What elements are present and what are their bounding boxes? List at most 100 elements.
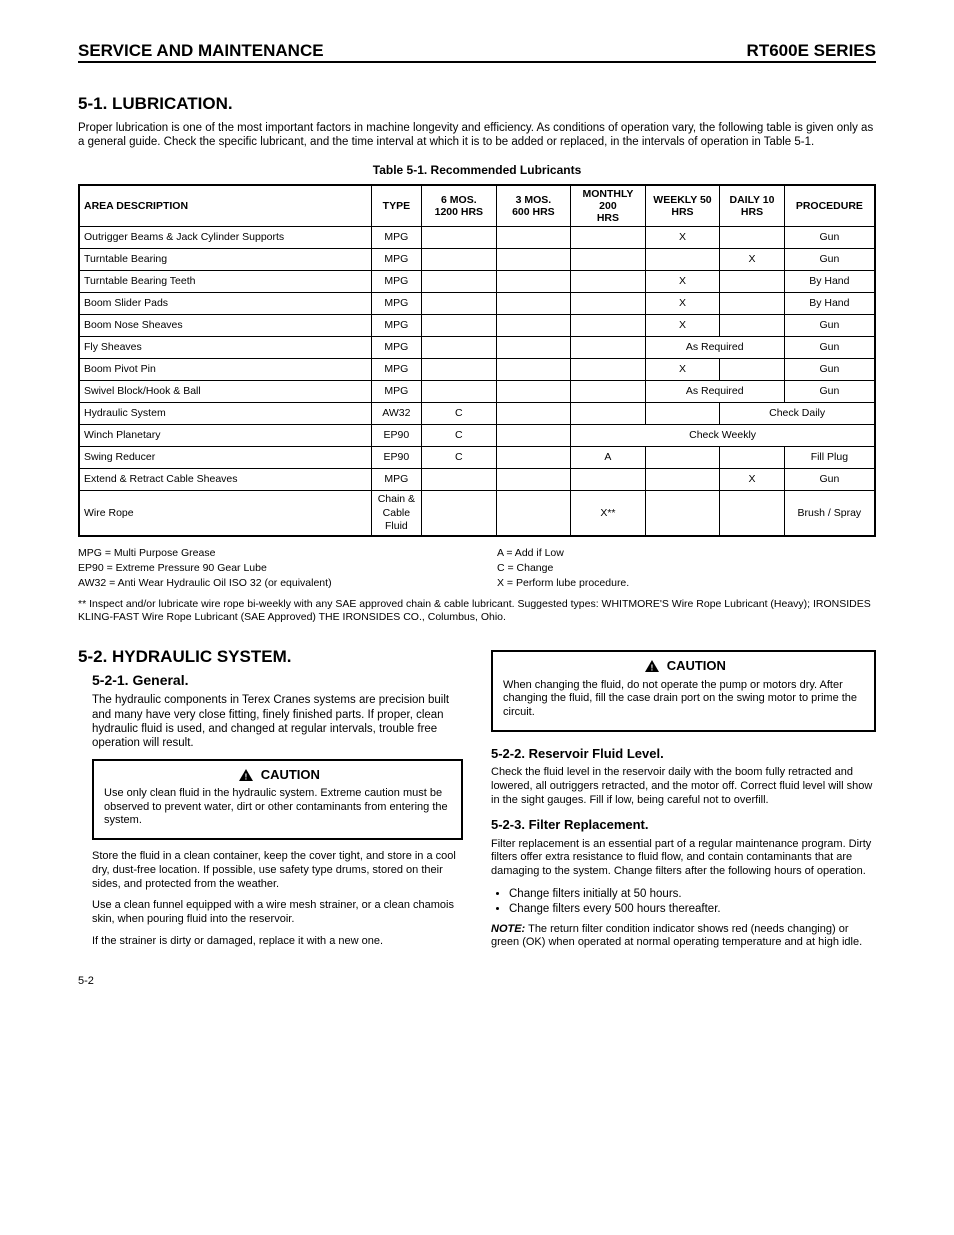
table-row: Extend & Retract Cable SheavesMPGXGun [79, 469, 875, 491]
cell: As Required [645, 381, 784, 403]
cell-type: EP90 [371, 425, 421, 447]
cell [422, 315, 497, 337]
cell [422, 469, 497, 491]
caution-label: CAUTION [261, 767, 320, 782]
cell: X [645, 359, 720, 381]
cell: X [645, 227, 720, 249]
cell [496, 293, 571, 315]
cell-type: MPG [371, 337, 421, 359]
left-column: 5-2. HYDRAULIC SYSTEM. 5-2-1. General. T… [78, 646, 463, 988]
cell [496, 403, 571, 425]
cell: X [720, 469, 784, 491]
cell [571, 271, 646, 293]
cell-desc: Wire Rope [79, 491, 371, 536]
svg-text:!: ! [245, 772, 248, 781]
cell-desc: Turntable Bearing [79, 249, 371, 271]
cell-type: MPG [371, 469, 421, 491]
table-row: Fly SheavesMPGAs RequiredGun [79, 337, 875, 359]
cell: Gun [784, 359, 875, 381]
note-label: NOTE: [491, 923, 525, 935]
header-left: SERVICE AND MAINTENANCE [78, 40, 324, 61]
legend-item: MPG = Multi Purpose Grease [78, 547, 457, 560]
legend-item: EP90 = Extreme Pressure 90 Gear Lube [78, 562, 457, 575]
cell [496, 359, 571, 381]
cell [496, 381, 571, 403]
cell [422, 359, 497, 381]
cell-type: Chain & Cable Fluid [371, 491, 421, 536]
caution-box-2: ! CAUTION When changing the fluid, do no… [491, 650, 876, 732]
table-title: Table 5-1. Recommended Lubricants [78, 163, 876, 178]
cell: A [571, 447, 646, 469]
filter-note: NOTE: The return filter condition indica… [491, 923, 876, 951]
cell: Check Daily [720, 403, 875, 425]
cell [571, 469, 646, 491]
page-number: 5-2 [78, 975, 463, 989]
caution-body: When changing the fluid, do not operate … [503, 679, 864, 720]
table-row: Outrigger Beams & Jack Cylinder Supports… [79, 227, 875, 249]
cell-type: MPG [371, 359, 421, 381]
list-item: Change filters initially at 50 hours. [509, 887, 876, 901]
cell-desc: Outrigger Beams & Jack Cylinder Supports [79, 227, 371, 249]
cell: X** [571, 491, 646, 536]
warning-icon: ! [239, 769, 253, 781]
para: The hydraulic components in Terex Cranes… [92, 693, 463, 751]
caution-heading: ! CAUTION [503, 658, 864, 674]
right-column: ! CAUTION When changing the fluid, do no… [491, 646, 876, 988]
table-header: WEEKLY 50HRS [645, 185, 720, 227]
cell-desc: Swivel Block/Hook & Ball [79, 381, 371, 403]
cell: Gun [784, 337, 875, 359]
table-row: Boom Slider PadsMPGXBy Hand [79, 293, 875, 315]
cell: Gun [784, 315, 875, 337]
cell: X [645, 315, 720, 337]
caution-heading: ! CAUTION [104, 767, 451, 783]
svg-text:!: ! [651, 664, 654, 673]
cell [720, 359, 784, 381]
table-row: Winch PlanetaryEP90CCheck Weekly [79, 425, 875, 447]
cell [496, 447, 571, 469]
cell-type: AW32 [371, 403, 421, 425]
caution-body: Use only clean fluid in the hydraulic sy… [104, 787, 451, 828]
cell [720, 293, 784, 315]
cell [720, 271, 784, 293]
section-5-1-title: 5-1. LUBRICATION. [78, 93, 876, 114]
table-row: Swivel Block/Hook & BallMPGAs RequiredGu… [79, 381, 875, 403]
cell-desc: Hydraulic System [79, 403, 371, 425]
cell [496, 337, 571, 359]
cell [422, 381, 497, 403]
cell [645, 403, 720, 425]
legend-item: C = Change [497, 562, 876, 575]
cell: X [720, 249, 784, 271]
section-5-2-title: 5-2. HYDRAULIC SYSTEM. [78, 646, 463, 667]
table-body: Outrigger Beams & Jack Cylinder Supports… [79, 227, 875, 536]
legend-item: AW32 = Anti Wear Hydraulic Oil ISO 32 (o… [78, 577, 457, 590]
cell: Fill Plug [784, 447, 875, 469]
cell [571, 249, 646, 271]
table-header: AREA DESCRIPTION [79, 185, 371, 227]
cell-type: MPG [371, 381, 421, 403]
cell-type: EP90 [371, 447, 421, 469]
note-body: The return filter condition indicator sh… [491, 923, 862, 949]
cell-desc: Boom Slider Pads [79, 293, 371, 315]
cell-type: MPG [371, 271, 421, 293]
cell [645, 491, 720, 536]
cell [571, 315, 646, 337]
section-5-2-1-title: 5-2-1. General. [92, 672, 463, 690]
section-5-2-3-title: 5-2-3. Filter Replacement. [491, 817, 876, 833]
cell [496, 491, 571, 536]
cell-desc: Winch Planetary [79, 425, 371, 447]
section-5-2-2-title: 5-2-2. Reservoir Fluid Level. [491, 746, 876, 762]
cell-desc: Boom Pivot Pin [79, 359, 371, 381]
table-row: Turntable BearingMPGXGun [79, 249, 875, 271]
table-header: TYPE [371, 185, 421, 227]
cell [422, 491, 497, 536]
cell: X [645, 271, 720, 293]
para: Store the fluid in a clean container, ke… [92, 850, 463, 891]
warning-icon: ! [645, 660, 659, 672]
cell [571, 403, 646, 425]
cell: Gun [784, 249, 875, 271]
caution-box-1: ! CAUTION Use only clean fluid in the hy… [92, 759, 463, 841]
table-row: Wire RopeChain & Cable FluidX**Brush / S… [79, 491, 875, 536]
cell: Gun [784, 469, 875, 491]
list-item: Change filters every 500 hours thereafte… [509, 902, 876, 916]
table-header: MONTHLY 200HRS [571, 185, 646, 227]
